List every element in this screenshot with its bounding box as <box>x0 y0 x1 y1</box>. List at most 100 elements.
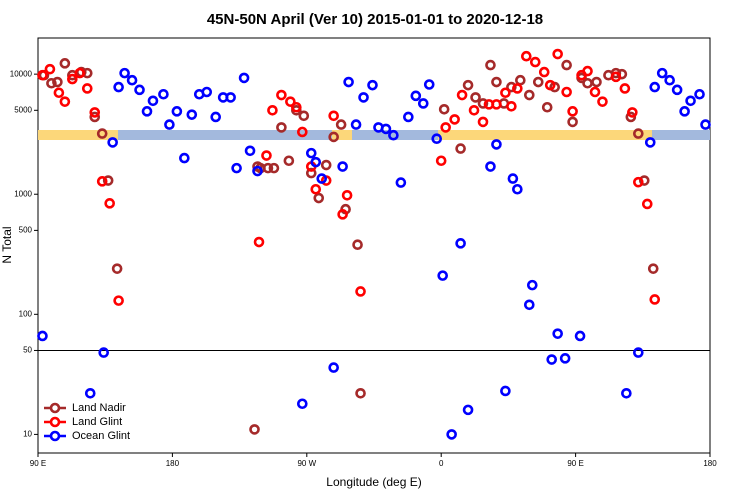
data-point <box>305 147 317 159</box>
data-point <box>285 96 296 107</box>
data-point <box>341 189 353 201</box>
data-point <box>201 86 213 98</box>
data-point <box>546 354 558 365</box>
data-point <box>352 239 363 250</box>
data-point <box>462 79 474 91</box>
data-point <box>610 67 622 79</box>
data-point <box>355 387 366 399</box>
data-point <box>477 116 489 128</box>
data-point <box>320 159 332 171</box>
data-point <box>276 122 287 133</box>
data-point <box>561 59 572 71</box>
data-point <box>81 83 93 94</box>
data-point <box>619 83 631 94</box>
data-point <box>633 347 644 358</box>
data-point <box>679 106 690 117</box>
data-point <box>358 92 369 103</box>
x-tick-label: 180 <box>166 459 180 468</box>
data-point <box>656 67 668 79</box>
data-point <box>512 83 523 94</box>
data-point <box>591 76 602 88</box>
data-point <box>521 50 532 62</box>
data-point <box>328 110 339 122</box>
data-point <box>244 145 256 157</box>
data-point <box>589 86 601 98</box>
data-point <box>126 74 138 86</box>
data-point <box>37 330 48 342</box>
data-point <box>491 139 502 150</box>
data-point <box>388 129 399 141</box>
y-tick-label: 1000 <box>14 189 32 198</box>
data-point <box>446 429 457 440</box>
data-point <box>506 81 517 93</box>
x-tick-label: 0 <box>439 459 444 468</box>
data-point <box>685 95 696 107</box>
data-point <box>210 111 222 123</box>
data-point <box>328 362 339 373</box>
data-point <box>367 79 378 91</box>
y-tick-label: 5000 <box>14 105 32 114</box>
data-point <box>417 98 429 109</box>
legend-label: Ocean Glint <box>72 430 130 442</box>
data-point <box>574 330 586 342</box>
x-tick-label: 90 E <box>567 459 583 468</box>
data-point <box>89 111 101 123</box>
data-point <box>134 84 145 96</box>
data-point <box>477 98 489 109</box>
data-point <box>468 104 480 116</box>
data-point <box>355 286 366 297</box>
data-point <box>485 161 496 172</box>
data-point <box>337 161 348 172</box>
data-point <box>567 106 578 117</box>
data-point <box>506 100 517 112</box>
data-point <box>313 192 325 204</box>
y-tick-label: 100 <box>19 309 33 318</box>
data-point <box>268 162 280 174</box>
data-point <box>119 67 130 79</box>
data-point <box>350 119 362 130</box>
data-point <box>298 110 310 122</box>
data-point <box>541 101 553 113</box>
data-point <box>500 87 511 99</box>
data-point <box>694 88 705 100</box>
y-tick-label: 10000 <box>10 69 33 78</box>
chart-title: 45N-50N April (Ver 10) 2015-01-01 to 202… <box>207 11 543 28</box>
data-point <box>53 87 65 99</box>
data-point <box>597 96 608 107</box>
data-point <box>671 84 683 96</box>
data-point <box>59 96 71 107</box>
plot-frame <box>37 37 711 454</box>
data-point <box>343 76 354 88</box>
data-point <box>529 56 541 68</box>
data-point <box>267 104 278 116</box>
y-axis-label: N Total <box>0 226 14 263</box>
data-point <box>104 198 115 209</box>
data-point <box>456 89 468 101</box>
data-point <box>305 167 317 179</box>
data-point <box>449 114 460 125</box>
land-band <box>332 130 352 140</box>
data-point <box>526 279 538 291</box>
land-band <box>438 130 652 140</box>
data-point <box>89 107 101 118</box>
data-point <box>310 183 322 195</box>
data-point <box>335 119 347 130</box>
data-point <box>552 48 563 60</box>
data-point <box>164 119 175 130</box>
legend-marker <box>49 402 61 414</box>
ocean-band <box>352 130 438 140</box>
data-point <box>98 347 110 358</box>
data-point <box>462 404 474 416</box>
data-point <box>225 92 236 103</box>
data-point <box>440 122 451 133</box>
x-tick-label: 90 E <box>30 459 46 468</box>
data-point <box>147 95 159 107</box>
data-point <box>297 126 308 138</box>
data-point <box>485 59 496 71</box>
data-point <box>455 143 466 154</box>
legend-label: Land Glint <box>72 416 122 428</box>
data-point <box>253 236 265 248</box>
data-point <box>647 263 659 274</box>
data-point <box>561 86 572 98</box>
data-point <box>249 424 260 435</box>
